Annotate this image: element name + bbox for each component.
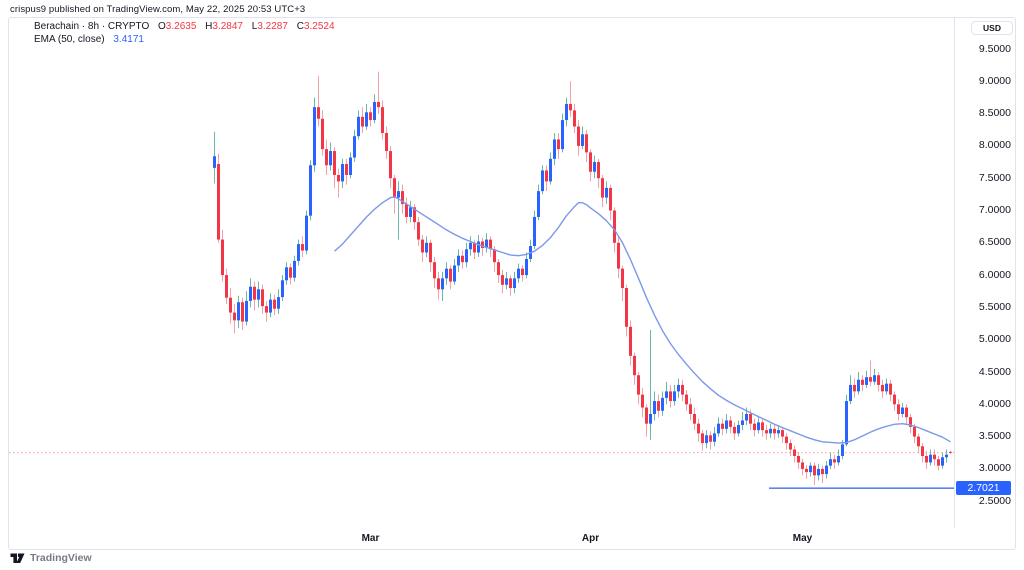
time-tick-may: May	[792, 533, 813, 544]
close-value: 3.2524	[303, 21, 335, 32]
price-tick-label: 6.5000	[978, 236, 1011, 249]
price-tick-label: 9.5000	[978, 42, 1011, 55]
price-tick-label: 4.0000	[978, 397, 1011, 410]
attribution-text: crispus9 published on TradingView.com, M…	[10, 4, 306, 15]
high-value: 3.2847	[212, 21, 243, 32]
ema-indicator-label: EMA (50, close)	[34, 33, 105, 45]
ema-line	[334, 196, 951, 444]
price-tick-label: 6.0000	[978, 268, 1011, 281]
chart-legend: Berachain · 8h · CRYPTO O3.2635 H3.2847 …	[34, 21, 335, 46]
low-label: L	[251, 21, 258, 32]
tradingview-logo-icon	[10, 553, 25, 563]
open-label: O	[158, 21, 166, 32]
price-tick-label: 8.0000	[978, 139, 1011, 152]
low-value: 3.2287	[257, 21, 288, 32]
high-label: H	[205, 21, 213, 32]
price-tick-label: 8.5000	[978, 107, 1011, 120]
price-tick-label: 4.5000	[978, 365, 1011, 378]
tradingview-watermark[interactable]: TradingView	[10, 552, 92, 564]
support-price-label: 2.7021	[956, 481, 1011, 496]
close-label: C	[296, 21, 304, 32]
price-tick-label: 5.0000	[978, 333, 1011, 346]
price-tick-label: 3.5000	[978, 430, 1011, 443]
price-tick-label: 7.5000	[978, 171, 1011, 184]
price-tick-label: 9.0000	[978, 74, 1011, 87]
candlestick-series	[213, 71, 952, 486]
price-tick-label: 5.5000	[978, 300, 1011, 313]
price-axis-separator	[954, 18, 955, 528]
chart-canvas[interactable]	[9, 18, 1017, 551]
time-tick-mar: Mar	[361, 533, 380, 544]
price-tick-label: 2.5000	[978, 494, 1011, 507]
price-tick-label: 7.0000	[978, 204, 1011, 216]
time-tick-apr: Apr	[581, 533, 600, 544]
symbol-legend-row[interactable]: Berachain · 8h · CRYPTO O3.2635 H3.2847 …	[34, 21, 335, 34]
open-value: 3.2635	[165, 21, 197, 32]
currency-toggle-button[interactable]: USD	[971, 21, 1013, 35]
ema-legend-row[interactable]: EMA (50, close) 3.4171	[34, 34, 335, 47]
symbol-title: Berachain · 8h · CRYPTO	[34, 21, 150, 32]
ema-indicator-value: 3.4171	[113, 33, 144, 45]
watermark-text: TradingView	[30, 552, 92, 564]
chart-panel: Berachain · 8h · CRYPTO O3.2635 H3.2847 …	[8, 17, 1016, 550]
price-tick-label: 3.0000	[978, 462, 1011, 475]
